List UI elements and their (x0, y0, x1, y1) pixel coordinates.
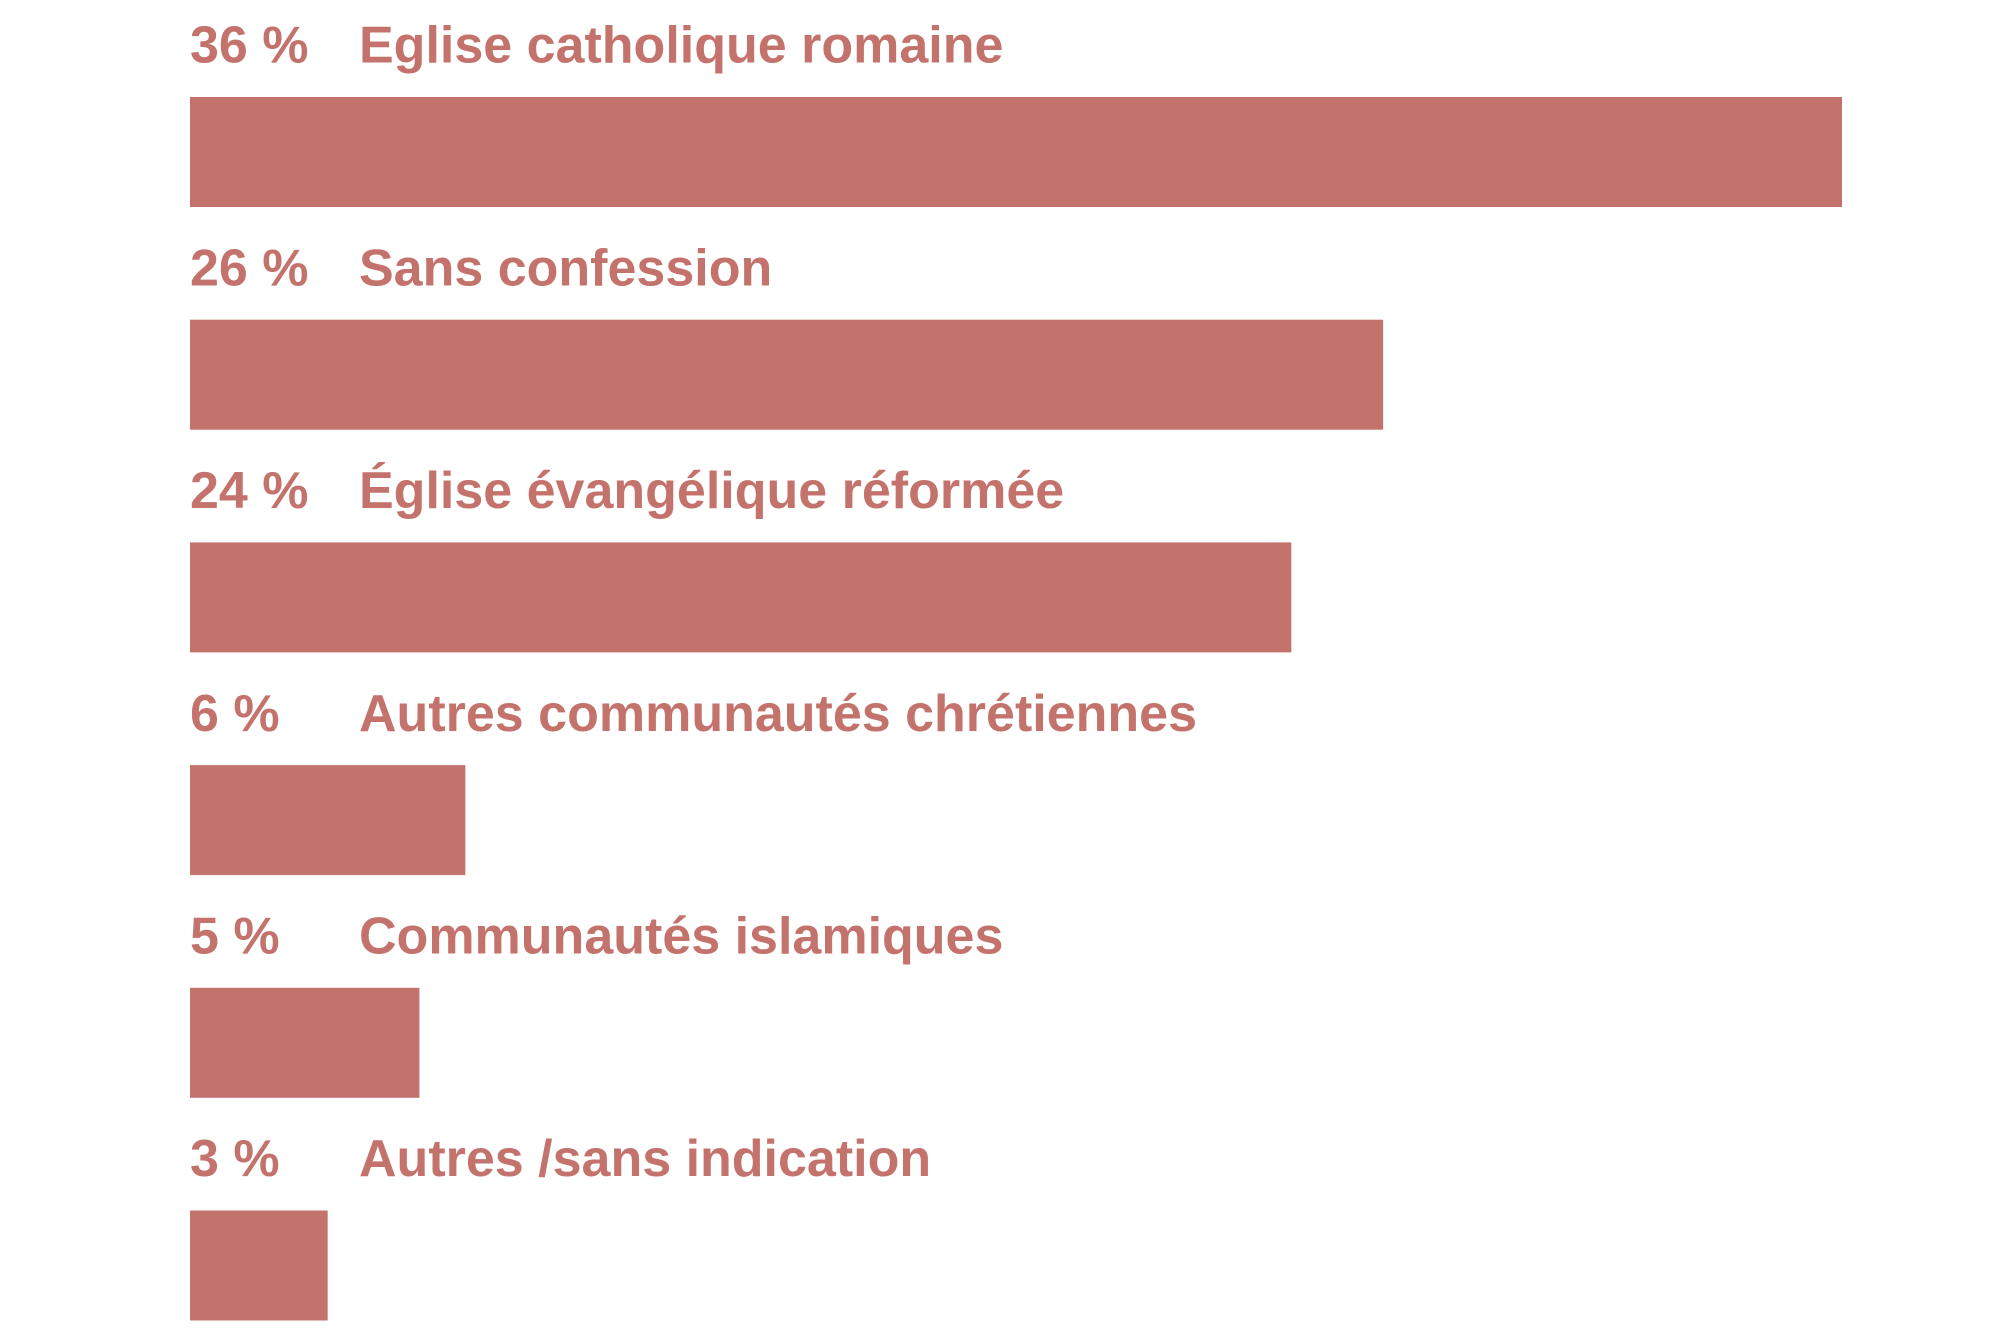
value-label: 6 % (190, 685, 280, 743)
bar (190, 319, 1384, 430)
value-label: 26 % (190, 239, 309, 297)
value-label: 36 % (190, 17, 309, 75)
category-label: Église évangélique réformée (359, 462, 1064, 520)
bar (190, 1210, 328, 1321)
category-label: Communautés islamiques (359, 908, 1003, 966)
bar (190, 765, 466, 876)
category-label: Sans confession (359, 239, 772, 297)
category-label: Eglise catholique romaine (359, 17, 1003, 75)
bar (190, 987, 420, 1098)
bar (190, 97, 1842, 207)
category-label: Autres /sans indication (359, 1130, 931, 1188)
value-label: 24 % (190, 462, 309, 520)
bar (190, 542, 1292, 653)
value-label: 5 % (190, 908, 280, 966)
category-label: Autres communautés chrétiennes (359, 685, 1197, 743)
value-label: 3 % (190, 1130, 280, 1188)
